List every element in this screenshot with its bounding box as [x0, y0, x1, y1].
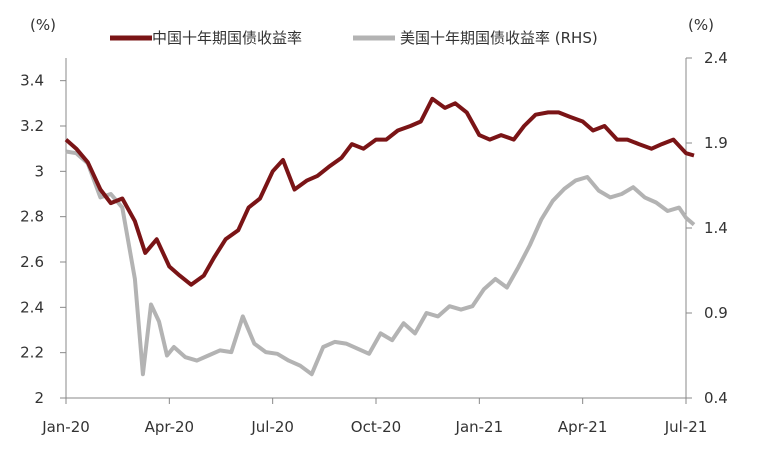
y-left-tick-label: 2.6: [20, 253, 44, 271]
x-tick-label: Apr-20: [145, 418, 195, 436]
y-left-tick-label: 2.8: [20, 208, 44, 226]
series-line-us-10y: [65, 149, 696, 377]
right-axis-unit: (%): [688, 16, 714, 34]
y-left-tick-label: 2.4: [20, 298, 44, 316]
y-right-tick-label: 1.4: [704, 219, 728, 237]
x-tick-label: Jul-21: [664, 418, 708, 436]
y-left-tick-label: 2: [34, 389, 44, 407]
y-right-tick-label: 0.4: [704, 389, 728, 407]
legend: 中国十年期国债收益率 美国十年期国债收益率 (RHS): [110, 29, 598, 47]
legend-label-us: 美国十年期国债收益率 (RHS): [400, 29, 598, 47]
series-line-cn-10y: [64, 96, 695, 287]
y-right-tick-label: 1.9: [704, 134, 728, 152]
y-left-tick-label: 3.2: [20, 117, 44, 135]
left-axis-unit: (%): [30, 16, 56, 34]
x-ticks: Jan-20 Apr-20 Jul-20 Oct-20 Jan-21 Apr-21 Jul-…: [41, 398, 707, 436]
x-tick-label: Apr-21: [558, 418, 608, 436]
y-left-tick-label: 3.4: [20, 72, 44, 90]
y-left-tick-label: 2.2: [20, 344, 44, 362]
x-tick-label: Oct-20: [351, 418, 401, 436]
plot-lines: [64, 96, 696, 377]
y-right-ticks: 0.4 0.9 1.4 1.9 2.4: [686, 49, 728, 407]
y-right-tick-label: 2.4: [704, 49, 728, 67]
y-right-tick-label: 0.9: [704, 304, 728, 322]
y-left-ticks: 2 2.2 2.4 2.6 2.8 3 3.2 3.4: [20, 72, 66, 407]
x-tick-label: Jan-20: [41, 418, 90, 436]
x-tick-label: Jan-21: [455, 418, 504, 436]
legend-label-cn: 中国十年期国债收益率: [152, 29, 302, 47]
y-left-tick-label: 3: [34, 162, 44, 180]
x-tick-label: Jul-20: [250, 418, 294, 436]
